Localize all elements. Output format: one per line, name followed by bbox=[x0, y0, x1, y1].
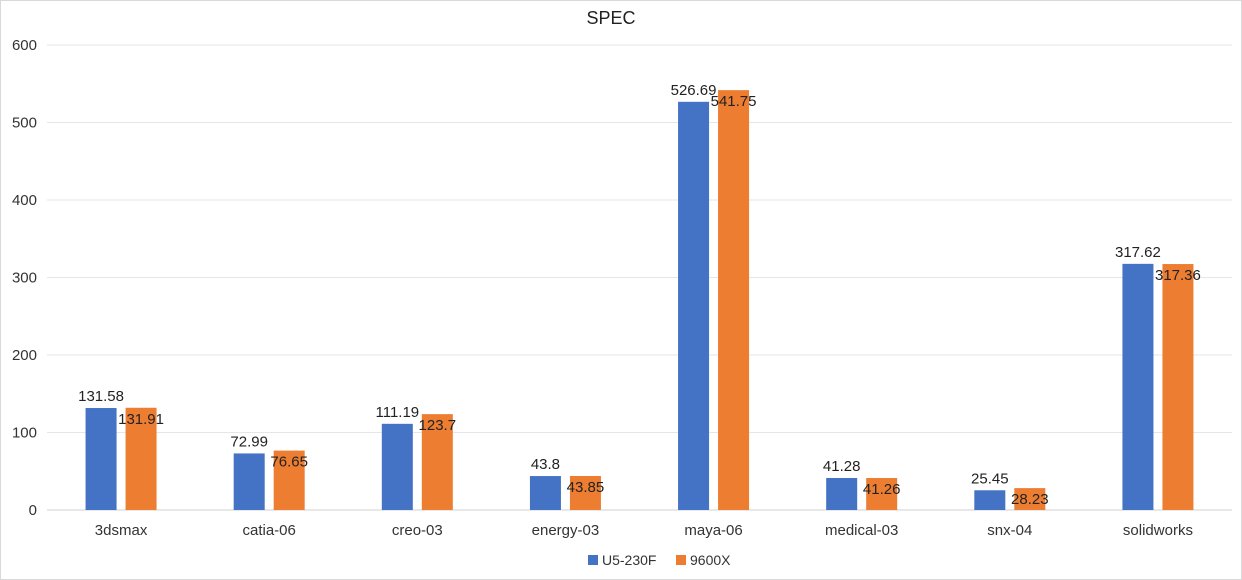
y-tick-label: 100 bbox=[12, 425, 37, 442]
data-label: 111.19 bbox=[375, 404, 419, 421]
bar-u5-230f bbox=[85, 408, 117, 510]
y-tick-label: 600 bbox=[12, 37, 37, 54]
gridlines bbox=[47, 44, 1232, 511]
bar-9600x bbox=[125, 407, 157, 510]
data-label: 123.7 bbox=[419, 417, 457, 434]
x-category-label: snx-04 bbox=[987, 522, 1032, 539]
legend: U5-230F 9600X bbox=[588, 552, 731, 568]
x-category-label: catia-06 bbox=[243, 522, 296, 539]
x-category-label: 3dsmax bbox=[95, 522, 148, 539]
y-tick-label: 300 bbox=[12, 270, 37, 287]
bar-9600x bbox=[866, 478, 898, 510]
legend-label: 9600X bbox=[690, 552, 731, 568]
y-tick-label: 0 bbox=[29, 502, 37, 519]
data-label: 526.69 bbox=[671, 82, 717, 99]
data-label: 317.36 bbox=[1155, 267, 1201, 284]
bar-u5-230f bbox=[233, 453, 265, 510]
bar-u5-230f bbox=[381, 423, 413, 510]
data-label: 43.85 bbox=[567, 479, 605, 496]
bar-u5-230f bbox=[529, 476, 561, 510]
x-category-label: energy-03 bbox=[532, 522, 600, 539]
data-label: 541.75 bbox=[711, 93, 757, 110]
y-tick-label: 400 bbox=[12, 192, 37, 209]
x-category-label: maya-06 bbox=[684, 522, 742, 539]
data-label: 131.91 bbox=[118, 411, 164, 428]
data-label: 25.45 bbox=[971, 470, 1009, 487]
y-tick-label: 500 bbox=[12, 115, 37, 132]
x-axis-categories: 3dsmax catia-06 creo-03 energy-03 maya-06 med… bbox=[95, 522, 1193, 539]
bar-u5-230f bbox=[974, 490, 1006, 510]
legend-swatch-9600x bbox=[676, 555, 686, 565]
bar-9600x bbox=[421, 414, 453, 510]
data-label: 131.58 bbox=[78, 388, 124, 405]
bar-u5-230f bbox=[1122, 263, 1154, 510]
bar-9600x bbox=[718, 90, 750, 511]
data-label: 41.26 bbox=[863, 481, 901, 498]
data-label: 76.65 bbox=[270, 454, 308, 471]
bar-9600x bbox=[273, 450, 305, 510]
chart-title: SPEC bbox=[586, 8, 635, 28]
data-label: 41.28 bbox=[823, 458, 861, 475]
bars bbox=[85, 90, 1194, 511]
x-category-label: creo-03 bbox=[392, 522, 443, 539]
data-label: 43.8 bbox=[531, 456, 560, 473]
x-category-label: solidworks bbox=[1123, 522, 1193, 539]
bar-9600x bbox=[569, 476, 601, 510]
bar-9600x bbox=[1014, 488, 1046, 510]
y-axis-ticks: 0 100 200 300 400 500 600 bbox=[12, 37, 37, 519]
bar-u5-230f bbox=[678, 101, 710, 510]
x-category-label: medical-03 bbox=[825, 522, 898, 539]
bar-9600x bbox=[1162, 264, 1194, 510]
data-label: 28.23 bbox=[1011, 491, 1049, 508]
data-label: 72.99 bbox=[230, 433, 268, 450]
bar-u5-230f bbox=[826, 478, 858, 510]
y-tick-label: 200 bbox=[12, 347, 37, 364]
legend-swatch-u5-230f bbox=[588, 555, 598, 565]
legend-label: U5-230F bbox=[602, 552, 656, 568]
data-label: 317.62 bbox=[1115, 244, 1161, 261]
